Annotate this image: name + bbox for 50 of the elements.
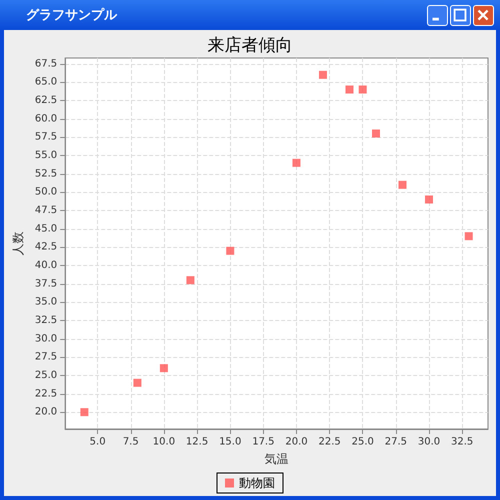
y-tick-label: 40.0 <box>34 260 58 271</box>
y-tick-label: 30.0 <box>34 333 58 344</box>
y-tick-label: 50.0 <box>34 186 58 198</box>
y-tick-label: 52.5 <box>34 168 58 180</box>
y-tick-label: 37.5 <box>34 278 58 290</box>
y-tick-label: 20.0 <box>34 406 58 418</box>
y-tick-label: 65.0 <box>34 76 58 88</box>
point <box>80 408 88 416</box>
point <box>358 86 367 94</box>
x-tick-label: 22.5 <box>318 436 341 448</box>
y-tick-label: 67.5 <box>34 58 58 70</box>
x-tick-label: 10.0 <box>152 436 176 448</box>
y-tick-label: 55.0 <box>34 150 58 162</box>
point <box>186 276 194 284</box>
y-tick-label: 32.5 <box>34 314 58 326</box>
point <box>398 180 407 189</box>
point <box>425 196 434 204</box>
point <box>292 158 300 167</box>
legend-label: 動物園 <box>239 476 275 490</box>
x-tick-label: 27.5 <box>384 436 408 448</box>
y-tick-label: 22.5 <box>34 388 58 400</box>
point <box>372 130 380 138</box>
x-tick-label: 25.0 <box>352 436 374 448</box>
x-tick-label: 32.5 <box>451 436 474 448</box>
y-tick-label: 47.5 <box>34 205 58 216</box>
y-tick-label: 35.0 <box>34 296 58 308</box>
x-tick-label: 17.5 <box>252 436 274 448</box>
y-tick-label: 60.0 <box>34 113 58 124</box>
y-tick-label: 42.5 <box>34 242 58 253</box>
point <box>464 232 473 240</box>
point <box>345 86 354 94</box>
x-tick-label: 5.0 <box>90 436 106 448</box>
chart-title: 来店者傾向 <box>208 36 292 56</box>
x-axis-title: 気温 <box>264 452 289 466</box>
point <box>318 70 327 79</box>
x-tick-label: 30.0 <box>418 436 440 448</box>
y-tick-label: 62.5 <box>34 95 58 106</box>
x-tick-label: 12.5 <box>186 436 208 448</box>
y-tick-label: 27.5 <box>34 352 58 363</box>
text: グラフサンプル <box>26 6 117 24</box>
point <box>133 378 142 387</box>
y-tick-label: 25.0 <box>34 370 58 381</box>
x-tick-label: 7.5 <box>122 436 139 448</box>
point <box>226 246 234 255</box>
y-axis-title: 人数 <box>11 232 25 256</box>
point <box>160 364 168 372</box>
y-tick-label: 45.0 <box>34 223 58 234</box>
x-tick-label: 15.0 <box>219 436 242 448</box>
x-tick-label: 20.0 <box>285 436 308 448</box>
y-tick-label: 57.5 <box>34 132 58 143</box>
